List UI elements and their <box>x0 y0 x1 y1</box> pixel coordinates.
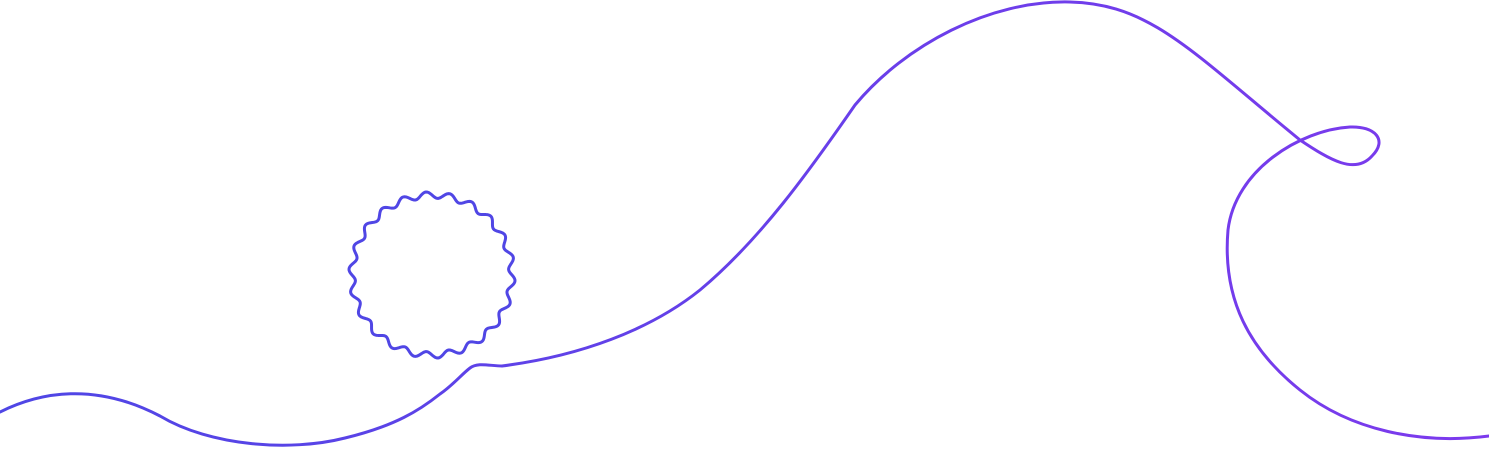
wavy-circle <box>347 190 517 360</box>
